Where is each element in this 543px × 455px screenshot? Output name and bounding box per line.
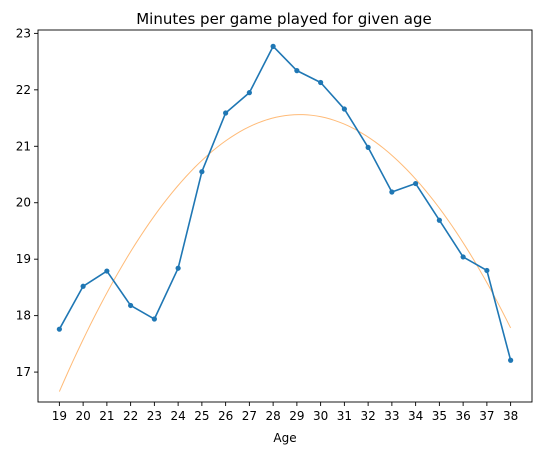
data-point bbox=[151, 316, 157, 322]
data-point bbox=[175, 265, 181, 271]
fit-series-layer bbox=[58, 114, 512, 392]
x-tick-label: 31 bbox=[337, 409, 352, 423]
data-point bbox=[508, 357, 514, 363]
data-point bbox=[294, 68, 300, 74]
y-tick-label: 20 bbox=[16, 196, 31, 210]
data-point bbox=[484, 267, 490, 274]
x-tick-label: 24 bbox=[170, 409, 185, 423]
x-tick-label: 38 bbox=[503, 409, 518, 423]
data-point bbox=[246, 90, 252, 96]
data-point bbox=[56, 326, 62, 332]
x-tick-label: 19 bbox=[52, 409, 67, 423]
data-point bbox=[365, 144, 371, 151]
data-point bbox=[199, 169, 205, 175]
data-point bbox=[436, 217, 442, 223]
x-axis-label: Age bbox=[273, 431, 296, 445]
data-point bbox=[270, 43, 276, 49]
x-tick-label: 37 bbox=[479, 409, 494, 423]
x-tick-label: 27 bbox=[242, 409, 257, 423]
x-tick-label: 21 bbox=[99, 409, 114, 423]
data-point bbox=[128, 302, 134, 309]
y-tick-label: 19 bbox=[16, 252, 31, 266]
axes-layer: 19 20 21 22 23 24 25 26 27 28 29 30 31 32 33 34 35 36 37 38… bbox=[16, 26, 533, 423]
x-tick-label: 34 bbox=[408, 409, 423, 423]
main-series-layer bbox=[56, 43, 514, 363]
data-point bbox=[413, 180, 419, 187]
y-tick-label: 18 bbox=[16, 309, 31, 323]
y-tick-label: 23 bbox=[16, 26, 31, 40]
data-point bbox=[104, 268, 110, 274]
data-point bbox=[223, 110, 229, 116]
x-tick-label: 25 bbox=[194, 409, 209, 423]
x-tick-label: 20 bbox=[75, 409, 90, 423]
data-point bbox=[318, 79, 324, 86]
y-tick-label: 17 bbox=[16, 365, 31, 379]
x-tick-label: 30 bbox=[313, 409, 328, 423]
fit-curve-line bbox=[58, 114, 512, 392]
x-tick-label: 36 bbox=[455, 409, 470, 423]
x-tick-label: 35 bbox=[432, 409, 447, 423]
data-point bbox=[389, 189, 395, 195]
chart-title: Minutes per game played for given age bbox=[136, 10, 432, 28]
x-tick-label: 32 bbox=[360, 409, 375, 423]
series-line bbox=[58, 45, 512, 361]
y-tick-label: 22 bbox=[16, 83, 31, 97]
x-tick-label: 33 bbox=[384, 409, 399, 423]
plot-frame bbox=[37, 29, 533, 403]
x-tick-label: 22 bbox=[123, 409, 138, 423]
x-tick-label: 23 bbox=[147, 409, 162, 423]
data-point bbox=[80, 283, 86, 289]
x-tick-label: 28 bbox=[265, 409, 280, 423]
y-tick-label: 21 bbox=[16, 139, 31, 153]
x-tick-label: 29 bbox=[289, 409, 304, 423]
x-tick-label: 26 bbox=[218, 409, 233, 423]
data-point bbox=[460, 254, 466, 260]
data-point bbox=[341, 106, 347, 112]
